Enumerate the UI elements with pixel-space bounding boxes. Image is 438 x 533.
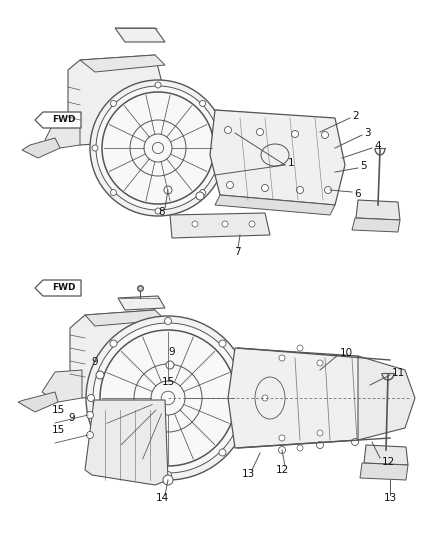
Polygon shape xyxy=(356,200,400,220)
Polygon shape xyxy=(45,118,80,148)
Polygon shape xyxy=(215,110,335,128)
Polygon shape xyxy=(360,463,408,480)
Text: 1: 1 xyxy=(288,158,295,168)
Text: 13: 13 xyxy=(383,493,397,503)
Circle shape xyxy=(110,190,117,196)
Circle shape xyxy=(163,475,173,485)
Circle shape xyxy=(200,190,205,196)
Polygon shape xyxy=(35,280,81,296)
Circle shape xyxy=(90,80,226,216)
Circle shape xyxy=(86,316,250,480)
Text: 8: 8 xyxy=(158,207,165,217)
Circle shape xyxy=(164,186,172,194)
Circle shape xyxy=(222,221,228,227)
Text: 9: 9 xyxy=(92,357,98,367)
Circle shape xyxy=(225,126,232,133)
Circle shape xyxy=(93,323,243,473)
Circle shape xyxy=(88,394,95,401)
Circle shape xyxy=(86,432,93,439)
Polygon shape xyxy=(115,28,165,42)
Circle shape xyxy=(110,449,117,456)
Circle shape xyxy=(110,100,117,107)
Circle shape xyxy=(110,340,117,347)
Circle shape xyxy=(317,360,323,366)
Circle shape xyxy=(352,439,358,446)
Circle shape xyxy=(165,318,172,325)
Polygon shape xyxy=(68,55,165,145)
Polygon shape xyxy=(70,310,165,398)
Text: 9: 9 xyxy=(69,413,75,423)
Circle shape xyxy=(261,184,268,191)
Polygon shape xyxy=(215,195,335,215)
Polygon shape xyxy=(85,400,168,485)
Polygon shape xyxy=(210,110,345,205)
Circle shape xyxy=(96,86,220,210)
Circle shape xyxy=(165,472,172,479)
Polygon shape xyxy=(85,310,165,326)
Circle shape xyxy=(257,128,264,135)
Circle shape xyxy=(279,355,285,361)
Circle shape xyxy=(226,182,233,189)
Circle shape xyxy=(279,435,285,441)
Polygon shape xyxy=(358,356,415,440)
Polygon shape xyxy=(170,213,270,238)
Circle shape xyxy=(297,187,304,193)
Circle shape xyxy=(219,340,226,347)
Polygon shape xyxy=(35,112,81,128)
Polygon shape xyxy=(80,55,165,72)
Text: 7: 7 xyxy=(234,247,240,257)
Circle shape xyxy=(200,100,205,107)
Circle shape xyxy=(166,361,174,369)
Text: 2: 2 xyxy=(352,111,359,121)
Text: 15: 15 xyxy=(51,425,65,435)
Circle shape xyxy=(325,187,332,193)
Circle shape xyxy=(96,371,104,379)
Text: 4: 4 xyxy=(374,141,381,151)
Circle shape xyxy=(317,441,324,448)
Text: 11: 11 xyxy=(392,368,405,378)
Circle shape xyxy=(249,221,255,227)
Circle shape xyxy=(297,345,303,351)
Circle shape xyxy=(92,145,98,151)
Circle shape xyxy=(218,145,224,151)
Text: FWD: FWD xyxy=(52,116,76,125)
Circle shape xyxy=(317,430,323,436)
Circle shape xyxy=(86,411,93,418)
Polygon shape xyxy=(364,445,408,465)
Text: FWD: FWD xyxy=(52,284,76,293)
Text: 15: 15 xyxy=(161,377,175,387)
Text: 15: 15 xyxy=(51,405,65,415)
Text: 13: 13 xyxy=(241,469,254,479)
Circle shape xyxy=(241,394,248,401)
Polygon shape xyxy=(18,392,58,412)
Circle shape xyxy=(297,445,303,451)
Text: 14: 14 xyxy=(155,493,169,503)
Polygon shape xyxy=(352,218,400,232)
Circle shape xyxy=(155,208,161,214)
Circle shape xyxy=(321,132,328,139)
Circle shape xyxy=(262,395,268,401)
Text: 3: 3 xyxy=(364,128,371,138)
Polygon shape xyxy=(42,370,82,402)
Circle shape xyxy=(192,221,198,227)
Circle shape xyxy=(279,447,286,454)
Circle shape xyxy=(155,82,161,88)
Circle shape xyxy=(196,192,204,200)
Text: 12: 12 xyxy=(276,465,289,475)
Polygon shape xyxy=(228,348,380,448)
Circle shape xyxy=(292,131,299,138)
Text: 9: 9 xyxy=(169,347,175,357)
Text: 6: 6 xyxy=(354,189,360,199)
Text: 12: 12 xyxy=(382,457,395,467)
Polygon shape xyxy=(118,296,165,310)
Text: 5: 5 xyxy=(360,161,367,171)
Polygon shape xyxy=(22,138,60,158)
Text: 10: 10 xyxy=(340,348,353,358)
Circle shape xyxy=(219,449,226,456)
